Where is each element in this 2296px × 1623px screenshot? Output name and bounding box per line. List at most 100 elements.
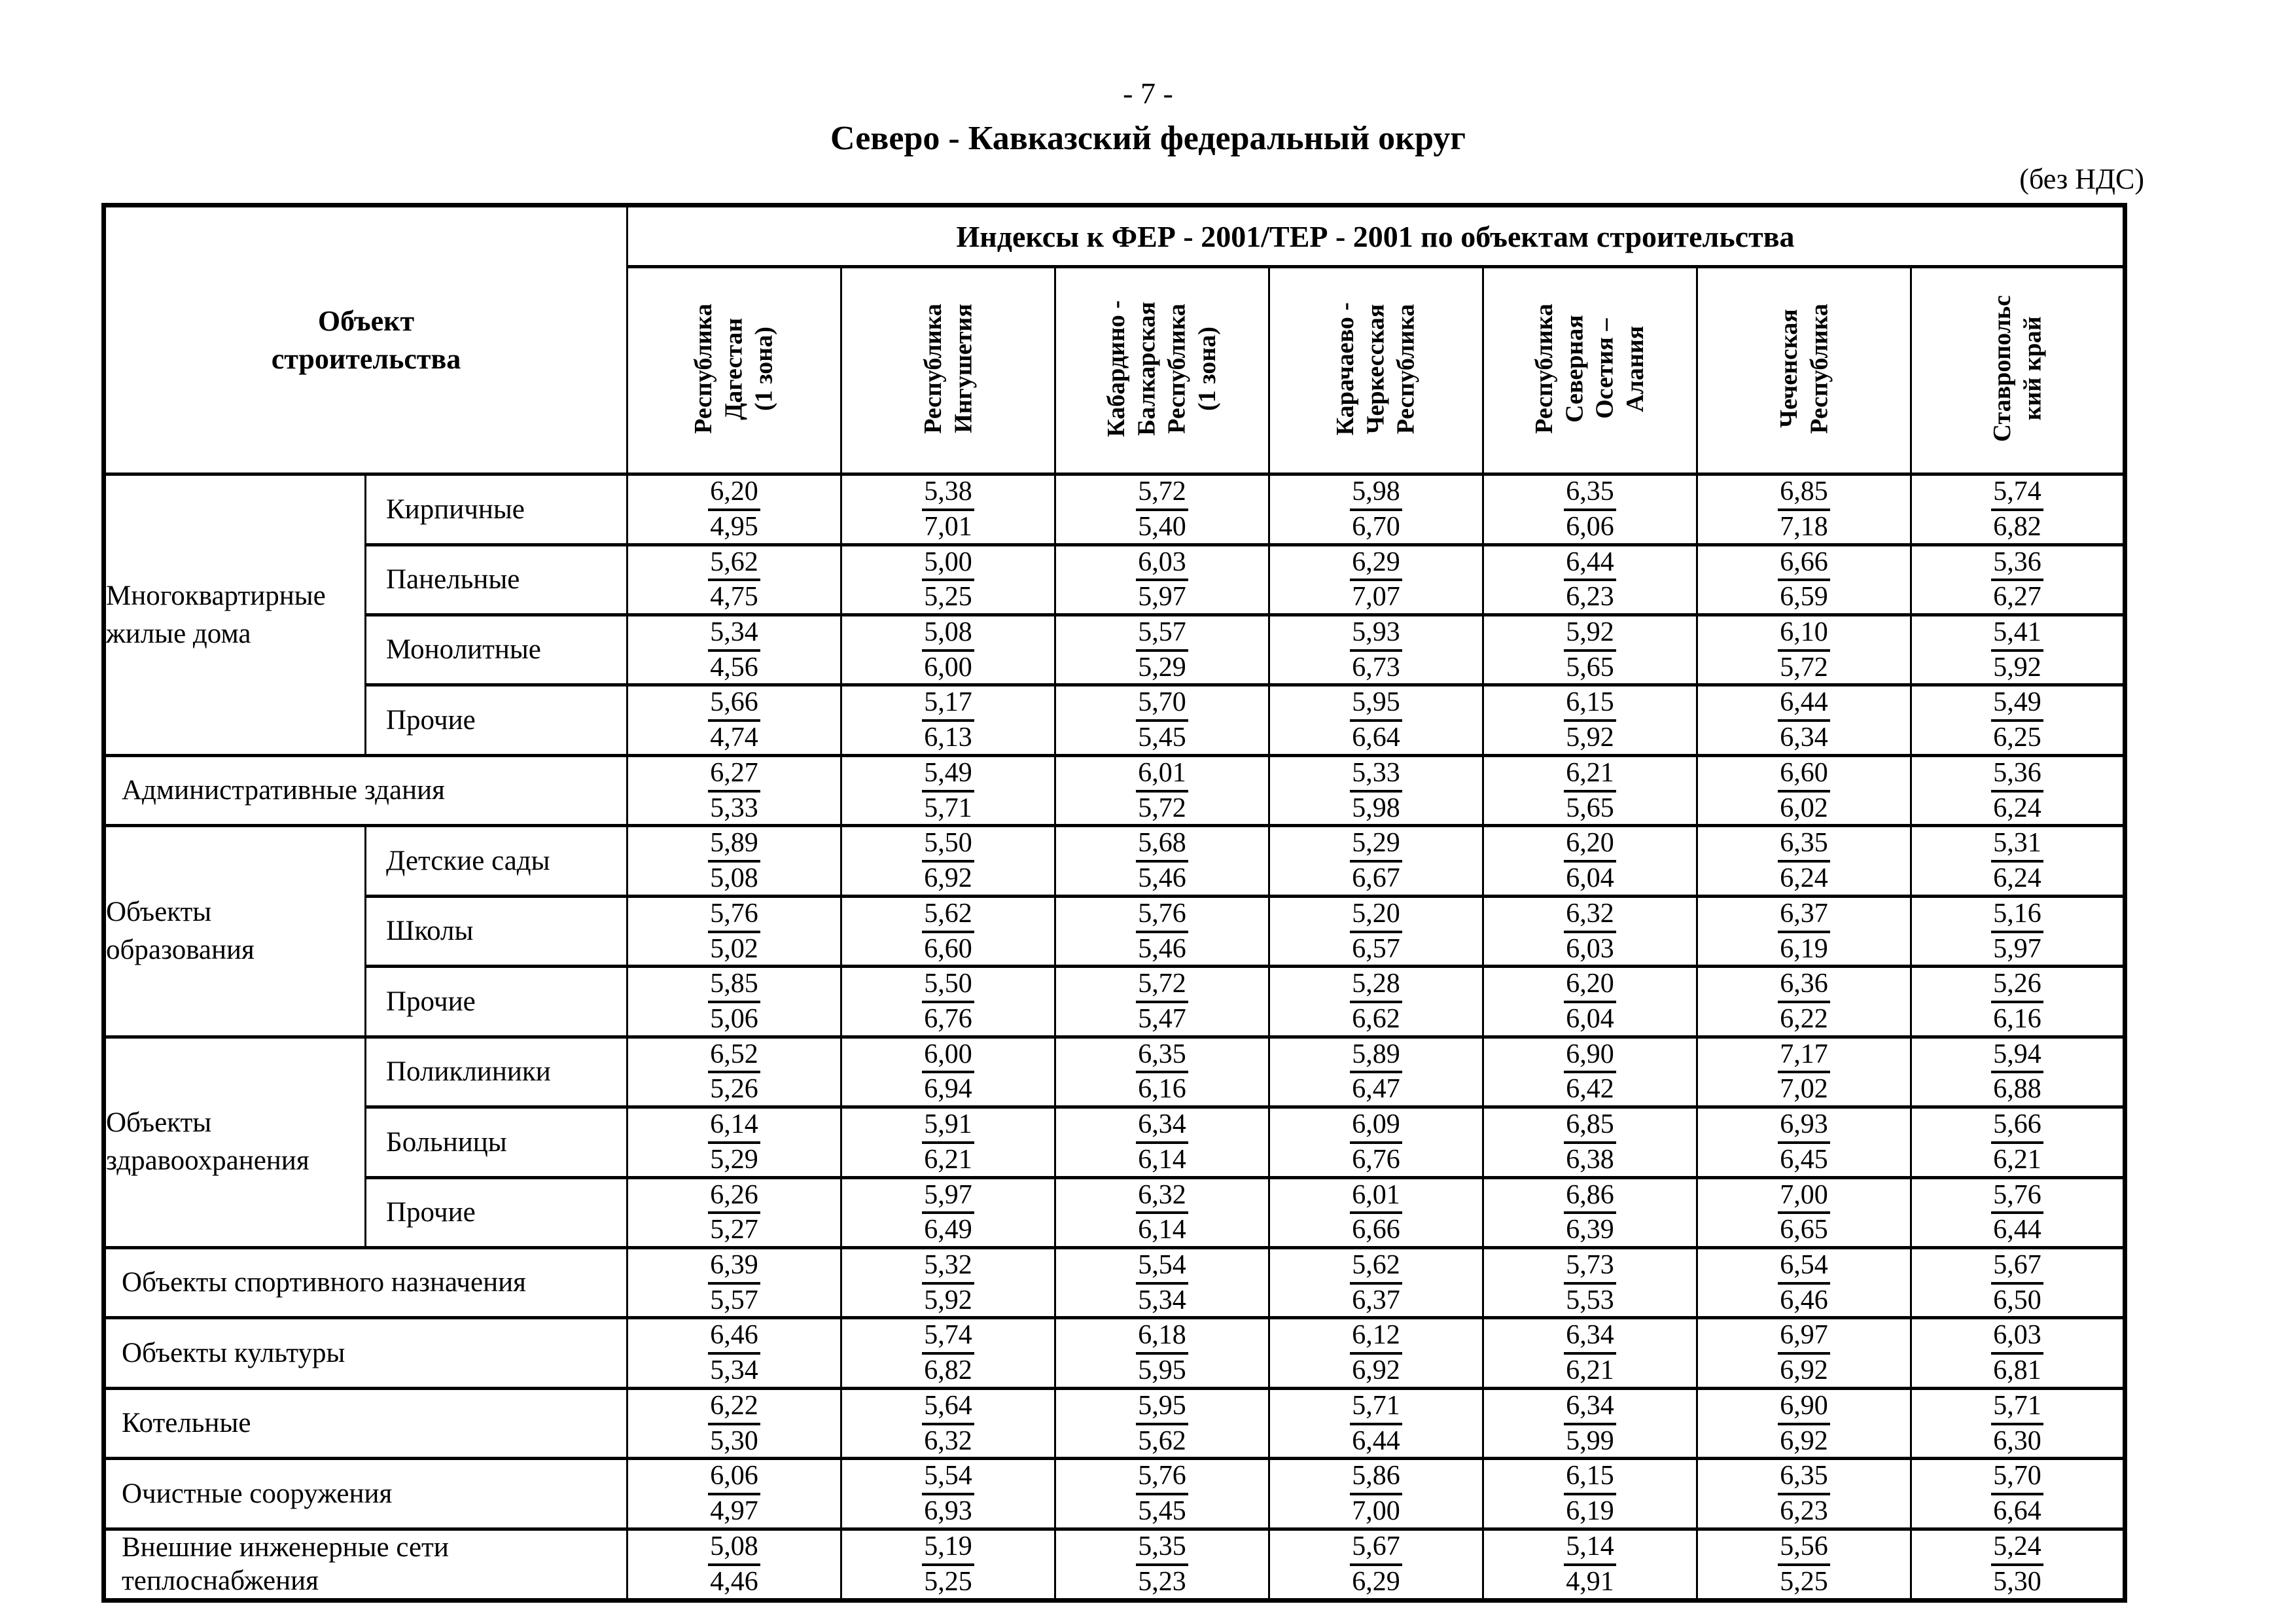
index-cell: 5,33 5,98 [1268,753,1484,828]
ter-index-value: 6,02 [1780,793,1828,823]
index-cell: 5,97 6,49 [840,1175,1056,1249]
ter-index-value: 5,97 [1138,582,1186,613]
region-header-label: Чеченская Республика [1775,304,1833,435]
index-cell: 5,71 6,30 [1910,1386,2126,1461]
fer-index-value: 6,03 [1991,1321,2043,1355]
row-label: Объекты спортивного назначения [103,1245,628,1320]
header-row-regions: Республика Дагестан (1 зона) Республика И… [104,265,2126,476]
ter-index-value: 7,07 [1352,582,1400,613]
index-cell: 5,89 6,47 [1268,1035,1484,1109]
ter-index-value: 5,57 [710,1285,758,1315]
ter-index-value: 6,50 [1993,1285,2041,1315]
index-cell: 5,70 6,64 [1910,1457,2126,1531]
ter-index-value: 6,81 [1993,1355,2041,1386]
ter-index-value: 6,67 [1352,863,1400,894]
fer-index-value: 6,27 [708,758,760,793]
fer-index-value: 5,49 [922,758,974,793]
ter-index-value: 5,47 [1138,1003,1186,1034]
ter-index-value: 5,25 [924,1566,972,1597]
index-cell: 5,14 4,91 [1482,1527,1698,1602]
ter-index-value: 4,46 [710,1566,758,1597]
ter-index-value: 6,03 [1566,933,1614,964]
fer-index-value: 5,08 [708,1532,760,1566]
index-cell: 5,76 5,46 [1054,894,1270,969]
index-cell: 5,72 5,47 [1054,965,1270,1039]
ter-index-value: 6,62 [1352,1003,1400,1034]
object-column-header: Объект строительства [103,204,628,476]
ter-index-value: 6,76 [1352,1144,1400,1175]
index-cell: 5,72 5,40 [1054,473,1270,546]
fer-index-value: 6,21 [1564,758,1616,793]
fer-index-value: 5,66 [708,688,760,722]
fer-index-value: 5,54 [1136,1251,1188,1285]
fer-index-value: 6,20 [708,478,760,511]
index-cell: 5,56 5,25 [1696,1527,1912,1602]
ter-index-value: 6,21 [1993,1144,2041,1175]
index-cell: 5,89 5,08 [626,824,842,898]
index-cell: 6,03 5,97 [1054,543,1270,617]
index-cell: 5,66 6,21 [1910,1105,2126,1179]
ter-index-value: 5,34 [710,1355,758,1386]
ter-index-value: 6,27 [1993,582,2041,613]
ter-index-value: 6,64 [1993,1496,2041,1527]
fer-index-value: 5,56 [1778,1532,1830,1566]
index-cell: 5,31 6,24 [1910,824,2126,898]
fer-index-value: 5,24 [1991,1532,2043,1566]
ter-index-value: 5,30 [1993,1566,2041,1597]
ter-index-value: 6,70 [1352,511,1400,542]
table-row: Монолитные 5,34 4,56 5,08 6,00 5,57 5,29 5,93 6,… [104,613,2126,687]
index-cell: 6,97 6,92 [1696,1316,1912,1390]
region-header-5: Республика Северная Осетия – Алания [1482,265,1698,476]
ter-index-value: 6,16 [1138,1074,1186,1105]
index-cell: 5,64 6,32 [840,1386,1056,1461]
fer-index-value: 6,60 [1778,758,1830,793]
index-cell: 5,74 6,82 [1910,473,2126,546]
fer-index-value: 5,93 [1350,618,1402,652]
index-cell: 6,20 4,95 [626,473,842,546]
fer-index-value: 6,34 [1564,1391,1616,1425]
region-header-label: Республика Северная Осетия – Алания [1530,304,1650,435]
index-cell: 5,76 5,02 [626,894,842,969]
index-cell: 6,34 5,99 [1482,1386,1698,1461]
ter-index-value: 6,73 [1352,652,1400,683]
fer-index-value: 6,06 [708,1462,760,1496]
row-label: Прочие [364,1175,628,1249]
index-cell: 5,41 5,92 [1910,613,2126,687]
ter-index-value: 6,19 [1566,1496,1614,1527]
fer-index-value: 5,00 [922,548,974,582]
fer-index-value: 6,15 [1564,1462,1616,1496]
index-cell: 5,26 6,16 [1910,965,2126,1039]
region-header-label: Кабардино - Балкарская Республика (1 зон… [1103,300,1222,438]
index-cell: 6,14 5,29 [626,1105,842,1179]
index-cell: 5,95 6,64 [1268,683,1484,757]
fer-index-value: 6,35 [1136,1040,1188,1074]
index-cell: 5,92 5,65 [1482,613,1698,687]
fer-index-value: 6,90 [1564,1040,1616,1074]
fer-index-value: 5,89 [1350,1040,1402,1074]
index-cell: 6,22 5,30 [626,1386,842,1461]
index-cell: 6,27 5,33 [626,753,842,828]
index-cell: 5,08 6,00 [840,613,1056,687]
index-cell: 6,12 6,92 [1268,1316,1484,1390]
fer-index-value: 5,50 [922,970,974,1003]
ter-index-value: 4,56 [710,652,758,683]
region-header-7: Ставропольс кий край [1910,265,2126,476]
fer-index-value: 6,10 [1778,618,1830,652]
index-cell: 6,85 7,18 [1696,473,1912,546]
ter-index-value: 5,25 [924,582,972,613]
index-cell: 5,71 6,44 [1268,1386,1484,1461]
ter-index-value: 6,82 [1993,511,2041,542]
index-cell: 5,98 6,70 [1268,473,1484,546]
fer-index-value: 5,62 [922,899,974,933]
ter-index-value: 6,57 [1352,933,1400,964]
ter-index-value: 5,62 [1138,1425,1186,1456]
ter-index-value: 5,71 [924,793,972,823]
ter-index-value: 5,98 [1352,793,1400,823]
ter-index-value: 6,37 [1352,1285,1400,1315]
fer-index-value: 6,09 [1350,1111,1402,1144]
fer-index-value: 6,44 [1564,548,1616,582]
fer-index-value: 6,01 [1136,758,1188,793]
table-row: Больницы 6,14 5,29 5,91 6,21 6,34 6,14 6,09 6,76… [104,1105,2126,1179]
ter-index-value: 6,49 [924,1215,972,1245]
fer-index-value: 5,72 [1136,970,1188,1003]
